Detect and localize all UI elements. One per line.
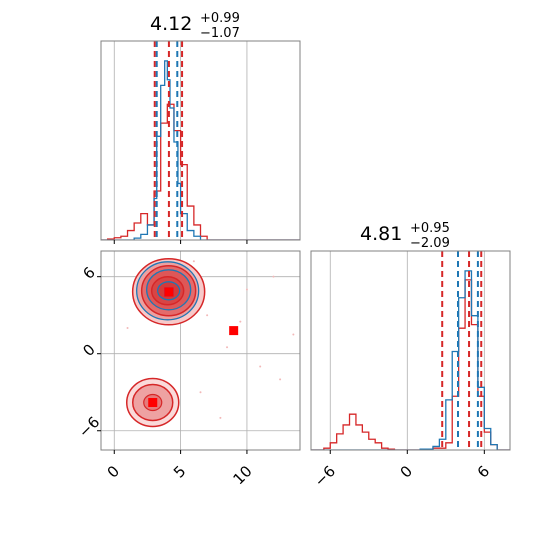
histogram-blue bbox=[311, 270, 510, 450]
title-y-lower: −2.09 bbox=[410, 236, 450, 251]
x-tick-label: 0 bbox=[397, 462, 416, 481]
y-tick-label: 0 bbox=[79, 340, 98, 359]
y-tick-label: −6 bbox=[75, 413, 103, 441]
title-x-lower: −1.07 bbox=[200, 26, 240, 41]
marginal-x-title: 4.12 +0.99 −1.07 bbox=[150, 5, 246, 41]
x-tick-label: 6 bbox=[474, 462, 493, 481]
scatter-point bbox=[279, 378, 282, 381]
scatter-point bbox=[206, 314, 209, 317]
x-tick-label: 0 bbox=[104, 462, 123, 481]
axes-frame bbox=[100, 40, 301, 241]
marginal-y-title: 4.81 +0.95 −2.09 bbox=[360, 215, 456, 251]
x-tick-label: 5 bbox=[170, 462, 189, 481]
scatter-point bbox=[292, 333, 295, 336]
truth-marker-red bbox=[164, 287, 174, 297]
marginal-x-panel bbox=[100, 40, 301, 244]
marginal-y-panel: −6 0 6 bbox=[310, 250, 511, 490]
title-y-median: 4.81 bbox=[360, 223, 402, 245]
scatter-point bbox=[239, 320, 242, 323]
scatter-point bbox=[219, 416, 222, 419]
scatter-point bbox=[259, 365, 262, 368]
truth-marker-red bbox=[229, 326, 239, 336]
histogram-blue bbox=[101, 60, 300, 240]
title-x-upper: +0.99 bbox=[200, 11, 240, 26]
scatter-point bbox=[245, 288, 248, 291]
x-tick-label: 10 bbox=[230, 462, 256, 488]
scatter-point bbox=[226, 346, 229, 349]
axes-frame bbox=[100, 250, 301, 451]
title-y-upper: +0.95 bbox=[410, 221, 450, 236]
scatter-point bbox=[192, 260, 195, 263]
y-tick-label: 6 bbox=[79, 263, 98, 282]
x-tick-label: −6 bbox=[311, 462, 339, 490]
scatter-point bbox=[199, 391, 202, 394]
scatter-point bbox=[272, 275, 275, 278]
axes-frame bbox=[310, 250, 511, 451]
scatter-point bbox=[126, 327, 129, 330]
joint-panel: 0 5 10 −6 0 6 bbox=[75, 250, 301, 488]
histogram-red bbox=[311, 279, 510, 450]
truth-marker-red bbox=[148, 397, 158, 407]
histogram-red bbox=[101, 103, 300, 240]
title-x-median: 4.12 bbox=[150, 13, 192, 35]
